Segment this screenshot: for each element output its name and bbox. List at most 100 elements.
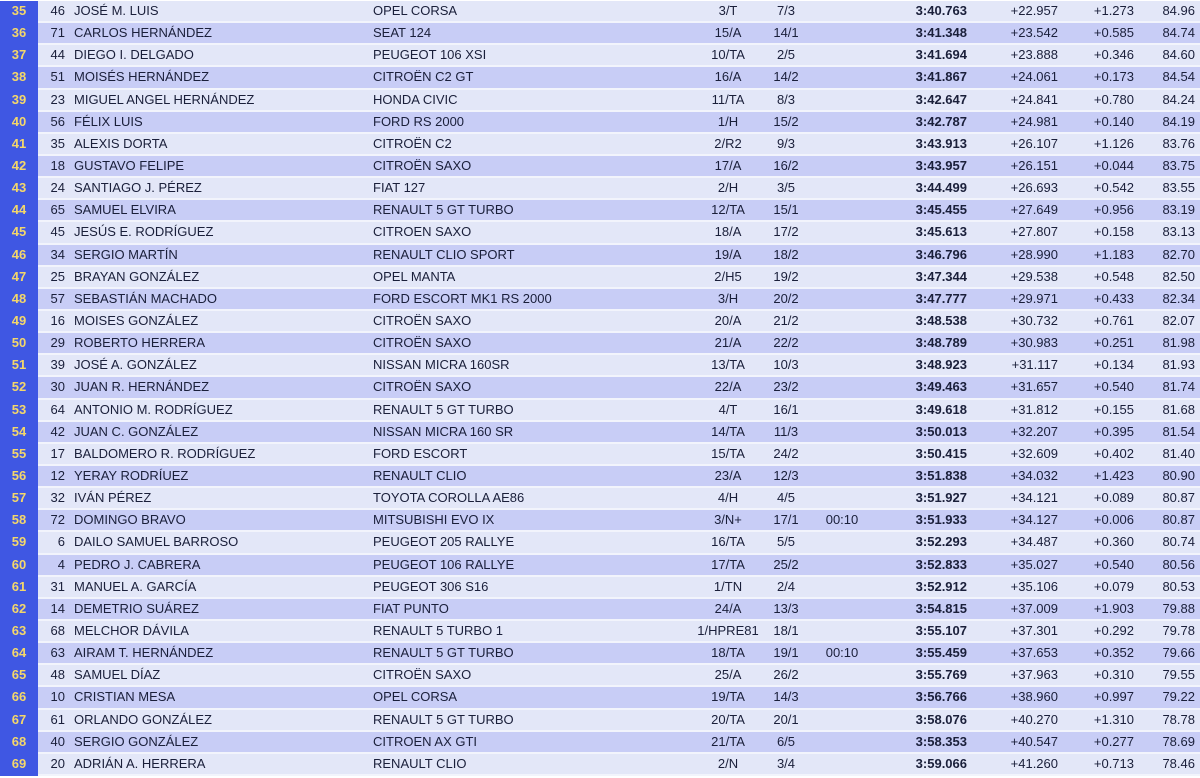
driver-name-cell: SERGIO GONZÁLEZ <box>74 733 199 749</box>
gap-to-leader-cell: +37.653 <box>1010 645 1058 661</box>
class-position-cell: 16/1 <box>773 401 799 417</box>
position-cell: 60 <box>0 554 38 577</box>
table-row: 37 44 DIEGO I. DELGADO PEUGEOT 106 XSI 10/TA… <box>0 45 1200 68</box>
class-cell: 3/T <box>718 3 738 18</box>
table-row: 64 63 AIRAM T. HERNÁNDEZ RENAULT 5 GT TURBO… <box>0 643 1200 666</box>
car-number-cell: 25 <box>50 268 65 284</box>
class-cell: 16/TA <box>711 534 745 550</box>
car-number-cell: 57 <box>50 290 65 306</box>
time-cell: 3:49.618 <box>915 401 967 417</box>
table-row: 35 46 JOSÉ M. LUIS OPEL CORSA 3/T 7/3 3:40.763… <box>0 1 1200 24</box>
class-cell: 1/H <box>717 113 739 129</box>
class-position-cell: 3/4 <box>776 755 796 771</box>
average-speed-cell: 78.78 <box>1162 711 1195 727</box>
car-number-cell: 42 <box>50 423 65 439</box>
position-cell: 59 <box>0 532 38 555</box>
gap-to-leader-cell: +35.027 <box>1010 556 1058 572</box>
gap-to-leader-cell: +34.121 <box>1010 490 1058 506</box>
time-cell: 3:48.789 <box>915 335 967 351</box>
time-cell: 3:45.613 <box>915 224 967 240</box>
time-cell: 3:45.455 <box>915 202 967 218</box>
average-speed-cell: 80.87 <box>1162 512 1195 528</box>
position-cell: 58 <box>0 510 38 533</box>
car-model-cell: RENAULT CLIO <box>373 467 467 483</box>
penalty-cell: 00:10 <box>825 512 859 528</box>
class-cell: 12/TA <box>711 202 745 218</box>
position-cell: 40 <box>0 111 38 134</box>
car-number-cell: 40 <box>50 733 65 749</box>
class-cell: 13/TA <box>711 357 745 373</box>
car-model-cell: NISSAN MICRA 160SR <box>373 357 510 373</box>
gap-to-previous-cell: +0.956 <box>1093 202 1134 218</box>
gap-to-previous-cell: +1.310 <box>1093 711 1134 727</box>
gap-to-leader-cell: +41.260 <box>1010 755 1058 771</box>
table-row: 59 6 DAILO SAMUEL BARROSO PEUGEOT 205 RALLY… <box>0 532 1200 555</box>
class-cell: 1/TN <box>713 578 743 594</box>
driver-name-cell: MANUEL A. GARCÍA <box>74 578 197 594</box>
class-position-cell: 20/2 <box>773 290 799 306</box>
class-position-cell: 26/2 <box>773 667 799 683</box>
time-cell: 3:42.647 <box>915 91 967 107</box>
position-cell: 35 <box>0 1 38 24</box>
gap-to-leader-cell: +34.127 <box>1010 512 1058 528</box>
class-cell: 14/TA <box>711 423 745 439</box>
class-cell: 18/A <box>714 224 742 240</box>
average-speed-cell: 84.74 <box>1162 25 1195 41</box>
table-row: 69 20 ADRIÁN A. HERRERA RENAULT CLIO 2/N 3/4 3… <box>0 753 1200 776</box>
position-cell: 46 <box>0 244 38 267</box>
average-speed-cell: 84.19 <box>1162 113 1195 129</box>
car-model-cell: FIAT PUNTO <box>373 600 449 616</box>
gap-to-previous-cell: +1.183 <box>1093 246 1134 262</box>
gap-to-previous-cell: +0.292 <box>1093 622 1134 638</box>
gap-to-leader-cell: +24.061 <box>1010 69 1058 85</box>
average-speed-cell: 83.55 <box>1162 180 1195 196</box>
average-speed-cell: 80.74 <box>1162 534 1195 550</box>
time-cell: 3:41.694 <box>915 47 967 63</box>
class-position-cell: 13/3 <box>773 600 799 616</box>
gap-to-leader-cell: +26.693 <box>1010 180 1058 196</box>
driver-name-cell: YERAY RODRÍUEZ <box>74 467 189 483</box>
table-row: 49 16 MOISES GONZÁLEZ CITROËN SAXO 20/A 21/2 3… <box>0 310 1200 334</box>
class-position-cell: 6/5 <box>776 733 796 749</box>
time-cell: 3:51.933 <box>915 512 967 528</box>
position-cell: 49 <box>0 310 38 334</box>
average-speed-cell: 79.66 <box>1162 645 1195 661</box>
gap-to-leader-cell: +30.732 <box>1010 312 1058 328</box>
table-row: 48 57 SEBASTIÁN MACHADO FORD ESCORT MK1 RS … <box>0 288 1200 311</box>
gap-to-leader-cell: +37.963 <box>1010 667 1058 683</box>
car-model-cell: CITROEN SAXO <box>373 224 472 240</box>
class-position-cell: 15/2 <box>773 113 799 129</box>
gap-to-leader-cell: +30.983 <box>1010 335 1058 351</box>
penalty-cell: 00:10 <box>825 645 859 661</box>
car-model-cell: CITROËN SAXO <box>373 335 472 351</box>
class-position-cell: 21/2 <box>773 312 799 328</box>
car-number-cell: 56 <box>50 113 65 129</box>
time-cell: 3:59.066 <box>915 755 967 771</box>
position-cell: 41 <box>0 133 38 156</box>
car-number-cell: 64 <box>50 401 65 417</box>
gap-to-leader-cell: +23.888 <box>1010 47 1058 63</box>
gap-to-leader-cell: +26.151 <box>1010 157 1058 173</box>
gap-to-leader-cell: +24.841 <box>1010 91 1058 107</box>
car-model-cell: SEAT 124 <box>373 25 432 41</box>
gap-to-previous-cell: +0.346 <box>1093 47 1134 63</box>
gap-to-previous-cell: +0.542 <box>1093 180 1134 196</box>
car-number-cell: 44 <box>50 47 65 63</box>
driver-name-cell: ADRIÁN A. HERRERA <box>74 755 206 771</box>
position-cell: 69 <box>0 753 38 776</box>
position-cell: 39 <box>0 89 38 112</box>
class-position-cell: 3/5 <box>776 180 796 196</box>
class-cell: 15/A <box>714 25 742 41</box>
gap-to-previous-cell: +0.140 <box>1093 113 1134 129</box>
class-position-cell: 2/5 <box>776 47 796 63</box>
car-model-cell: CITROËN C2 GT <box>373 69 474 85</box>
class-cell: 2/H5 <box>714 268 742 284</box>
gap-to-leader-cell: +40.270 <box>1010 711 1058 727</box>
average-speed-cell: 84.60 <box>1162 47 1195 63</box>
table-row: 45 45 JESÚS E. RODRÍGUEZ CITROEN SAXO 18/A 17… <box>0 222 1200 245</box>
class-position-cell: 14/2 <box>773 69 799 85</box>
class-position-cell: 9/3 <box>776 135 796 151</box>
average-speed-cell: 80.53 <box>1162 578 1195 594</box>
gap-to-previous-cell: +0.540 <box>1093 379 1134 395</box>
table-row: 52 30 JUAN R. HERNÁNDEZ CITROËN SAXO 22/A 23/… <box>0 377 1200 400</box>
